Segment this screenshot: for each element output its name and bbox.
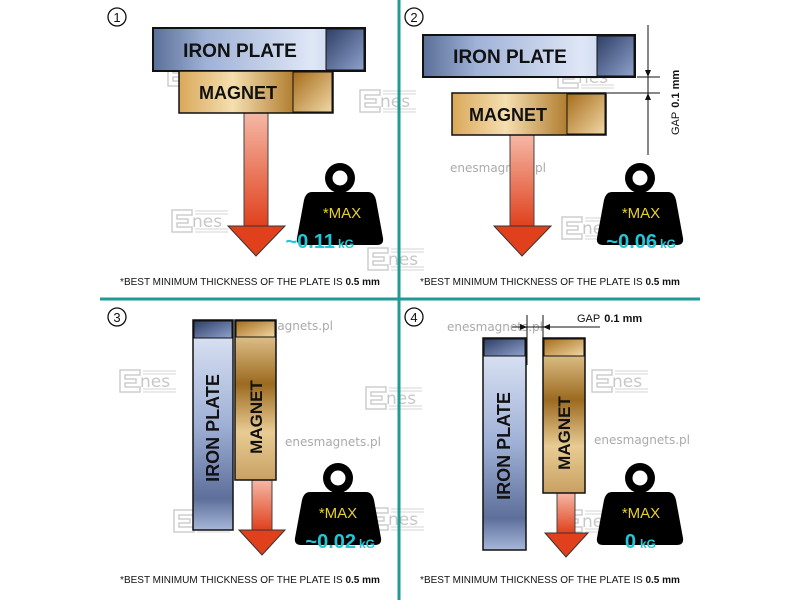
force-unit: kG [660, 237, 676, 251]
step-number-circle [404, 307, 424, 327]
iron-plate-label: IRON PLATE [183, 41, 297, 62]
magnet-label: MAGNET [555, 396, 574, 470]
step-number-circle [107, 7, 127, 27]
magnet: MAGNET [178, 70, 334, 114]
force-value: ~0.02 [305, 531, 356, 553]
step-number: 1 [113, 10, 120, 25]
watermark-site: enesmagnets.pl [447, 320, 543, 334]
svg-text:nes: nes [388, 250, 418, 270]
iron-plate-label: IRON PLATE [203, 374, 223, 482]
iron-plate-label: IRON PLATE [453, 47, 567, 68]
footnote: *BEST MINIMUM THICKNESS OF THE PLATE IS … [120, 575, 380, 586]
step-number: 3 [113, 310, 120, 325]
iron-plate: IRON PLATE [482, 337, 527, 551]
gap-dimension: GAP0.1 mm [607, 25, 682, 155]
panel-3: 3 IRON PLATE MAGNET *MAX ~0.02 kG *BEST … [107, 307, 382, 586]
enes-logo-watermark: nes [367, 507, 425, 531]
watermark-site: enesmagnets.pl [285, 435, 381, 449]
enes-logo-watermark: nes [171, 209, 229, 233]
iron-plate-label: IRON PLATE [494, 392, 514, 500]
panel-4: 4 IRON PLATE MAGNET GAP 0.1 mm *MAX 0 [404, 307, 684, 586]
svg-text:nes: nes [140, 372, 170, 392]
weight-icon: *MAX ~0.06 kG [596, 163, 684, 253]
force-value: ~0.06 [606, 231, 657, 253]
magnet: MAGNET [234, 319, 277, 481]
panel-1: 1 IRON PLATE MAGNET *MAX ~0.11 kG *BEST … [107, 7, 384, 288]
step-number: 2 [410, 10, 417, 25]
step-number: 4 [410, 310, 417, 325]
footnote: *BEST MINIMUM THICKNESS OF THE PLATE IS … [420, 277, 680, 288]
weight-icon: *MAX 0 kG [596, 463, 684, 553]
force-unit: kG [359, 537, 375, 551]
weight-icon: *MAX ~0.02 kG [294, 463, 382, 553]
max-label: *MAX [622, 205, 660, 222]
panel-2: 2 IRON PLATE MAGNET GAP0.1 mm *MAX ~0.06 [404, 7, 684, 288]
magnet: MAGNET [542, 337, 586, 494]
magnet: MAGNET [451, 92, 607, 136]
max-label: *MAX [319, 505, 357, 522]
iron-plate: IRON PLATE [422, 34, 636, 78]
arrow-down [492, 134, 553, 257]
step-number-circle [404, 7, 424, 27]
svg-text:nes: nes [386, 389, 416, 409]
enes-logo-watermark: nes [365, 386, 423, 410]
footnote: *BEST MINIMUM THICKNESS OF THE PLATE IS … [420, 575, 680, 586]
magnet-label: MAGNET [247, 380, 266, 454]
weight-icon: *MAX ~0.11 kG [285, 163, 384, 253]
watermark-site: enesmagnets.pl [594, 433, 690, 447]
enes-logo-watermark: nes [119, 369, 177, 393]
step-number-circle [107, 307, 127, 327]
arrow-down [237, 479, 287, 556]
max-label: *MAX [622, 505, 660, 522]
arrow-down [543, 492, 590, 558]
magnet-label: MAGNET [199, 83, 277, 103]
enes-logo-watermark: nes [359, 89, 417, 113]
iron-plate: IRON PLATE [152, 27, 366, 72]
svg-text:nes: nes [380, 92, 410, 112]
max-label: *MAX [323, 205, 361, 222]
force-unit: kG [640, 537, 656, 551]
iron-plate: IRON PLATE [192, 319, 234, 531]
enes-logo-watermark: nes [591, 369, 649, 393]
enes-logo-watermark: nes [367, 247, 425, 271]
svg-text:nes: nes [388, 510, 418, 530]
gap-label: GAP0.1 mm [670, 70, 682, 135]
svg-text:nes: nes [612, 372, 642, 392]
arrow-down [226, 112, 287, 257]
force-unit: kG [338, 237, 354, 251]
magnet-label: MAGNET [469, 105, 547, 125]
svg-text:nes: nes [192, 212, 222, 232]
footnote: *BEST MINIMUM THICKNESS OF THE PLATE IS … [120, 277, 380, 288]
force-value: 0 [625, 531, 636, 553]
force-value: ~0.11 [285, 231, 335, 253]
